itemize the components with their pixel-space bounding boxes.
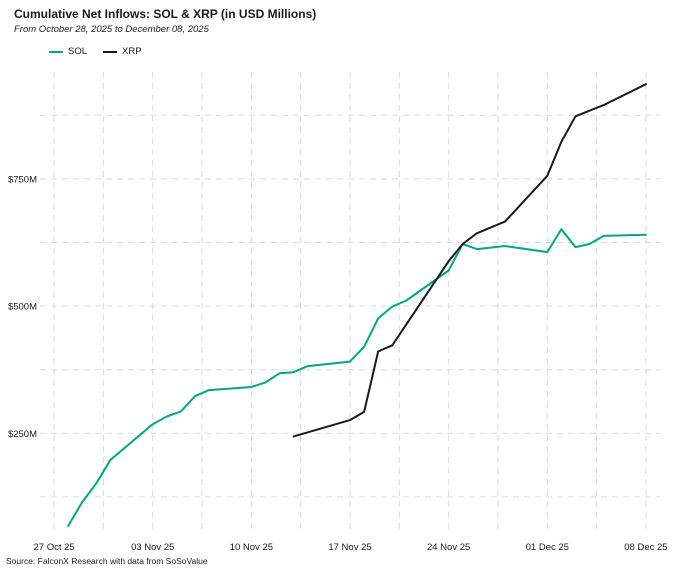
legend-label-sol: SOL bbox=[68, 46, 88, 57]
x-tick-label: 10 Nov 25 bbox=[230, 542, 273, 553]
y-tick-label: $250M bbox=[8, 429, 37, 440]
legend-item-sol: SOL bbox=[49, 46, 87, 57]
legend-swatch-xrp bbox=[103, 50, 118, 53]
chart-title: Cumulative Net Inflows: SOL & XRP (in US… bbox=[14, 7, 317, 21]
legend-label-xrp: XRP bbox=[122, 46, 142, 57]
y-tick-label: $750M bbox=[8, 174, 37, 185]
series-line-sol bbox=[67, 228, 647, 527]
chart-source: Source: FalconX Research with data from … bbox=[6, 556, 208, 566]
legend-swatch-sol bbox=[49, 50, 63, 53]
x-tick-label: 03 Nov 25 bbox=[131, 542, 174, 553]
x-tick-label: 27 Oct 25 bbox=[33, 542, 74, 553]
x-tick-label: 01 Dec 25 bbox=[526, 542, 569, 553]
legend: SOL XRP bbox=[49, 46, 142, 57]
x-tick-label: 17 Nov 25 bbox=[328, 542, 371, 553]
axes: 27 Oct 25 03 Nov 25 10 Nov 25 17 Nov 25 24 N… bbox=[8, 174, 668, 553]
grid bbox=[40, 72, 660, 530]
y-tick-label: $500M bbox=[8, 302, 37, 313]
x-tick-label: 08 Dec 25 bbox=[624, 542, 667, 553]
chart-subtitle: From October 28, 2025 to December 08, 20… bbox=[14, 24, 209, 35]
x-tick-label: 24 Nov 25 bbox=[427, 542, 470, 553]
series bbox=[67, 83, 647, 527]
series-line-xrp bbox=[292, 83, 647, 438]
legend-item-xrp: XRP bbox=[103, 46, 142, 57]
